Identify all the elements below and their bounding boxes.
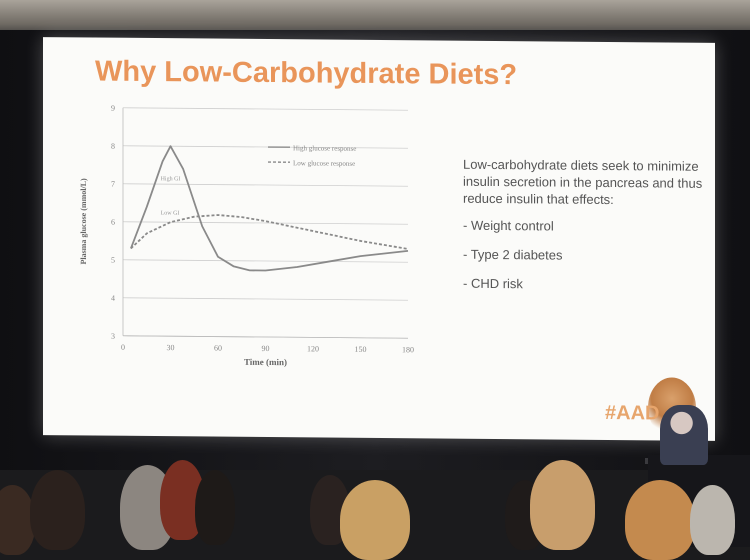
x-tick-label: 180 bbox=[402, 345, 414, 354]
bullet-chd-risk: - CHD risk bbox=[463, 275, 703, 294]
conference-hashtag: #AAD bbox=[605, 402, 659, 425]
audience-head bbox=[195, 470, 235, 545]
bullets-intro: Low-carbohydrate diets seek to minimize … bbox=[463, 156, 703, 209]
legend-label: High glucose response bbox=[293, 144, 356, 153]
gridline bbox=[123, 260, 408, 262]
chart-annotation: Low GI bbox=[161, 210, 180, 216]
audience-head bbox=[625, 480, 695, 560]
x-tick-label: 60 bbox=[214, 344, 222, 353]
bullet-type2-diabetes: - Type 2 diabetes bbox=[463, 246, 703, 265]
y-tick-label: 7 bbox=[111, 180, 115, 189]
series-line-high-glucose bbox=[131, 146, 408, 272]
audience-head bbox=[340, 480, 410, 560]
y-tick-label: 9 bbox=[111, 104, 115, 113]
slide-bullets: Low-carbohydrate diets seek to minimize … bbox=[463, 156, 703, 306]
legend-label: Low glucose response bbox=[293, 159, 355, 168]
y-tick-label: 3 bbox=[111, 332, 115, 341]
audience-head bbox=[530, 460, 595, 550]
y-tick-label: 4 bbox=[111, 294, 115, 303]
audience-head bbox=[690, 485, 735, 555]
gridline bbox=[123, 222, 408, 224]
gridline bbox=[123, 184, 408, 186]
chart-annotation: High GI bbox=[161, 176, 181, 182]
x-tick-label: 150 bbox=[355, 345, 367, 354]
x-tick-label: 120 bbox=[307, 344, 319, 353]
x-axis-label: Time (min) bbox=[244, 357, 287, 367]
bullet-weight-control: - Weight control bbox=[463, 217, 703, 236]
y-tick-label: 5 bbox=[111, 256, 115, 265]
y-tick-label: 6 bbox=[111, 218, 115, 227]
x-axis bbox=[123, 336, 408, 338]
series-line-low-glucose bbox=[131, 214, 408, 251]
y-tick-label: 8 bbox=[111, 142, 115, 151]
audience-head bbox=[30, 470, 85, 550]
audience bbox=[0, 440, 750, 547]
gridline bbox=[123, 108, 408, 110]
gridline bbox=[123, 146, 408, 148]
gridline bbox=[123, 298, 408, 300]
x-tick-label: 0 bbox=[121, 343, 125, 352]
x-tick-label: 30 bbox=[167, 343, 175, 352]
slide-title: Why Low-Carbohydrate Diets? bbox=[95, 56, 517, 93]
y-axis-label: Plasma glucose (mmol/L) bbox=[79, 178, 88, 265]
x-tick-label: 90 bbox=[262, 344, 270, 353]
